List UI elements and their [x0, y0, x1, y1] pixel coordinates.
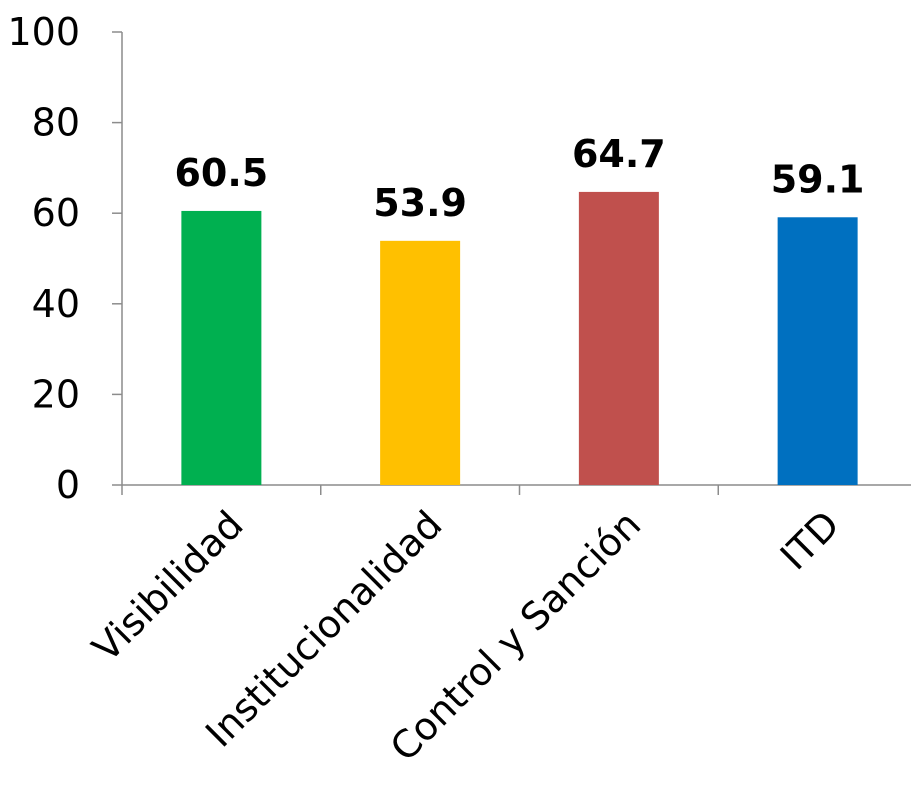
data-label: 64.7 — [572, 132, 666, 176]
y-tick-label: 80 — [32, 101, 80, 145]
bars — [181, 191, 858, 486]
x-axis — [121, 484, 911, 495]
data-label: 60.5 — [174, 151, 268, 195]
x-tick-label: Visibilidad — [84, 502, 252, 670]
y-tick-label: 20 — [32, 372, 80, 416]
data-label: 59.1 — [771, 157, 865, 201]
bar — [777, 217, 858, 486]
bar — [380, 240, 461, 485]
x-tick-label: ITD — [772, 502, 848, 578]
y-tick-label: 40 — [32, 282, 80, 326]
y-tick-label: 60 — [32, 191, 80, 235]
data-label: 53.9 — [373, 181, 467, 225]
data-labels: 60.5 53.9 64.7 59.1 — [174, 132, 864, 225]
y-axis: 0 20 40 60 80 100 — [7, 10, 123, 507]
bar — [578, 191, 659, 485]
bar — [181, 210, 262, 485]
y-tick-label: 0 — [56, 463, 80, 507]
y-tick-label: 100 — [7, 10, 80, 54]
